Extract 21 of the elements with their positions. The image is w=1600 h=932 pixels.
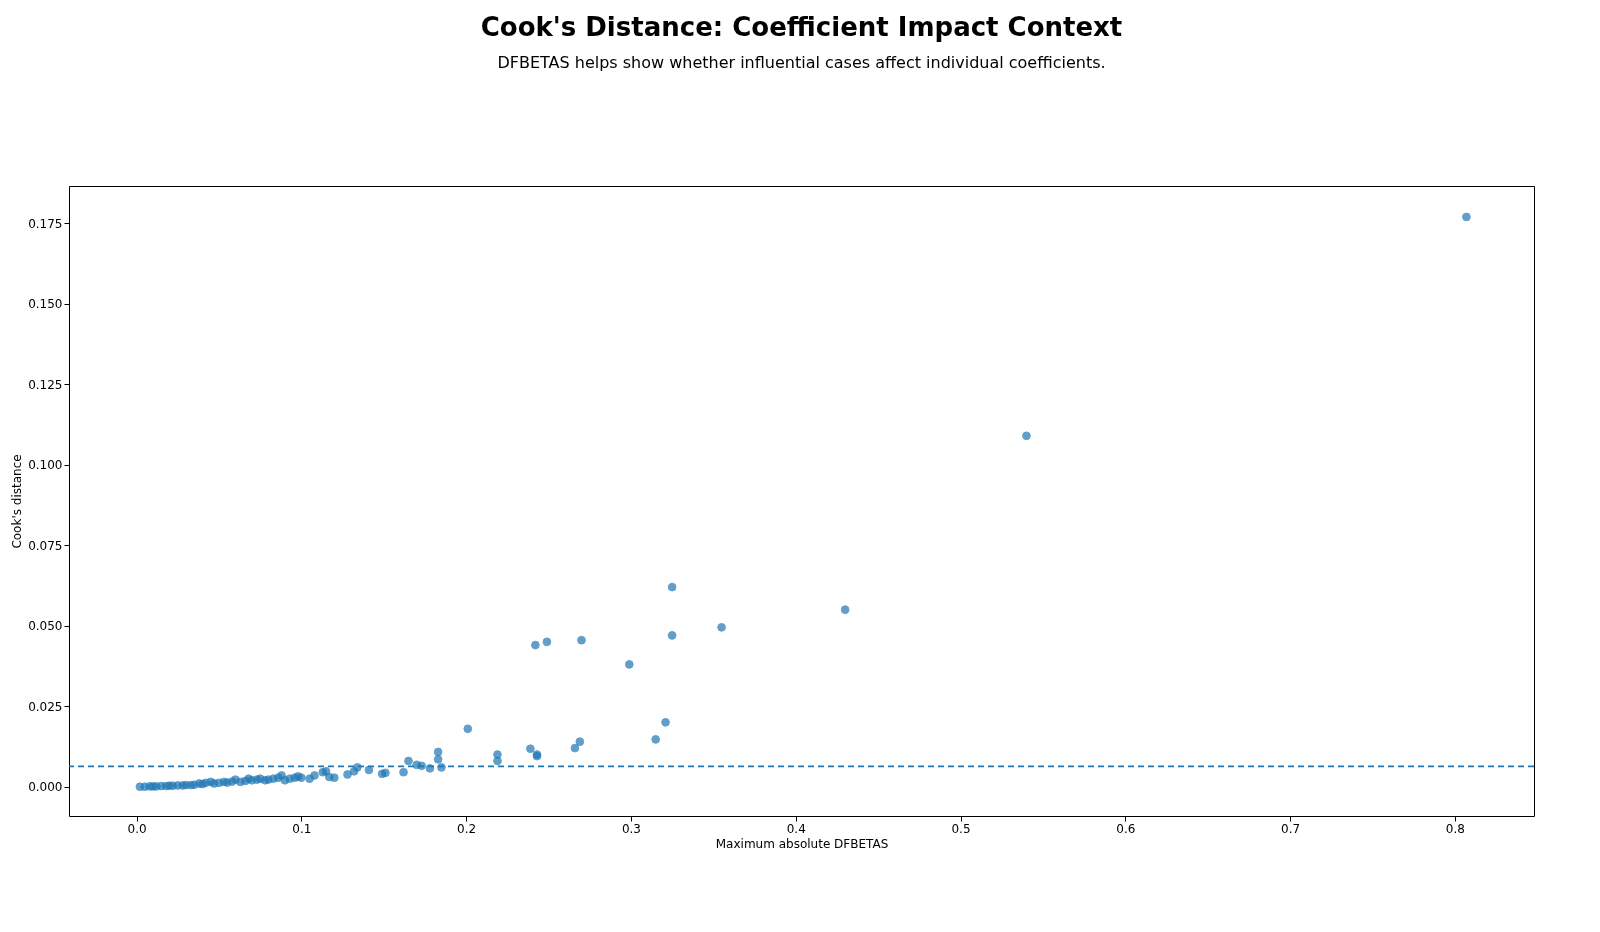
x-tick-label: 0.1: [292, 821, 312, 836]
y-axis-title: Cook's distance: [10, 454, 25, 549]
y-tick-label: 0.050: [28, 619, 63, 634]
x-tick-label: 0.4: [786, 821, 806, 836]
x-tick-label: 0.7: [1281, 821, 1301, 836]
y-tick-label: 0.150: [28, 297, 63, 312]
x-tick-label: 0.3: [621, 821, 641, 836]
y-tick-label: 0.175: [28, 216, 63, 231]
x-tick-label: 0.8: [1445, 821, 1465, 836]
chart-subtitle: DFBETAS helps show whether influential cases affect individual coefficients.: [497, 53, 1106, 72]
x-tick-label: 0.6: [1116, 821, 1136, 836]
y-tick-label: 0.100: [28, 458, 63, 473]
x-tick-label: 0.0: [127, 821, 147, 836]
y-tick-label: 0.075: [28, 538, 63, 553]
chart-title: Cook's Distance: Coefficient Impact Context: [480, 12, 1123, 42]
y-tick-label: 0.125: [28, 377, 63, 392]
x-tick-label: 0.2: [457, 821, 477, 836]
x-axis-title: Maximum absolute DFBETAS: [715, 836, 889, 851]
x-tick-label: 0.5: [951, 821, 971, 836]
y-tick-label: 0.025: [28, 699, 63, 714]
y-tick-label: 0.000: [28, 780, 63, 795]
